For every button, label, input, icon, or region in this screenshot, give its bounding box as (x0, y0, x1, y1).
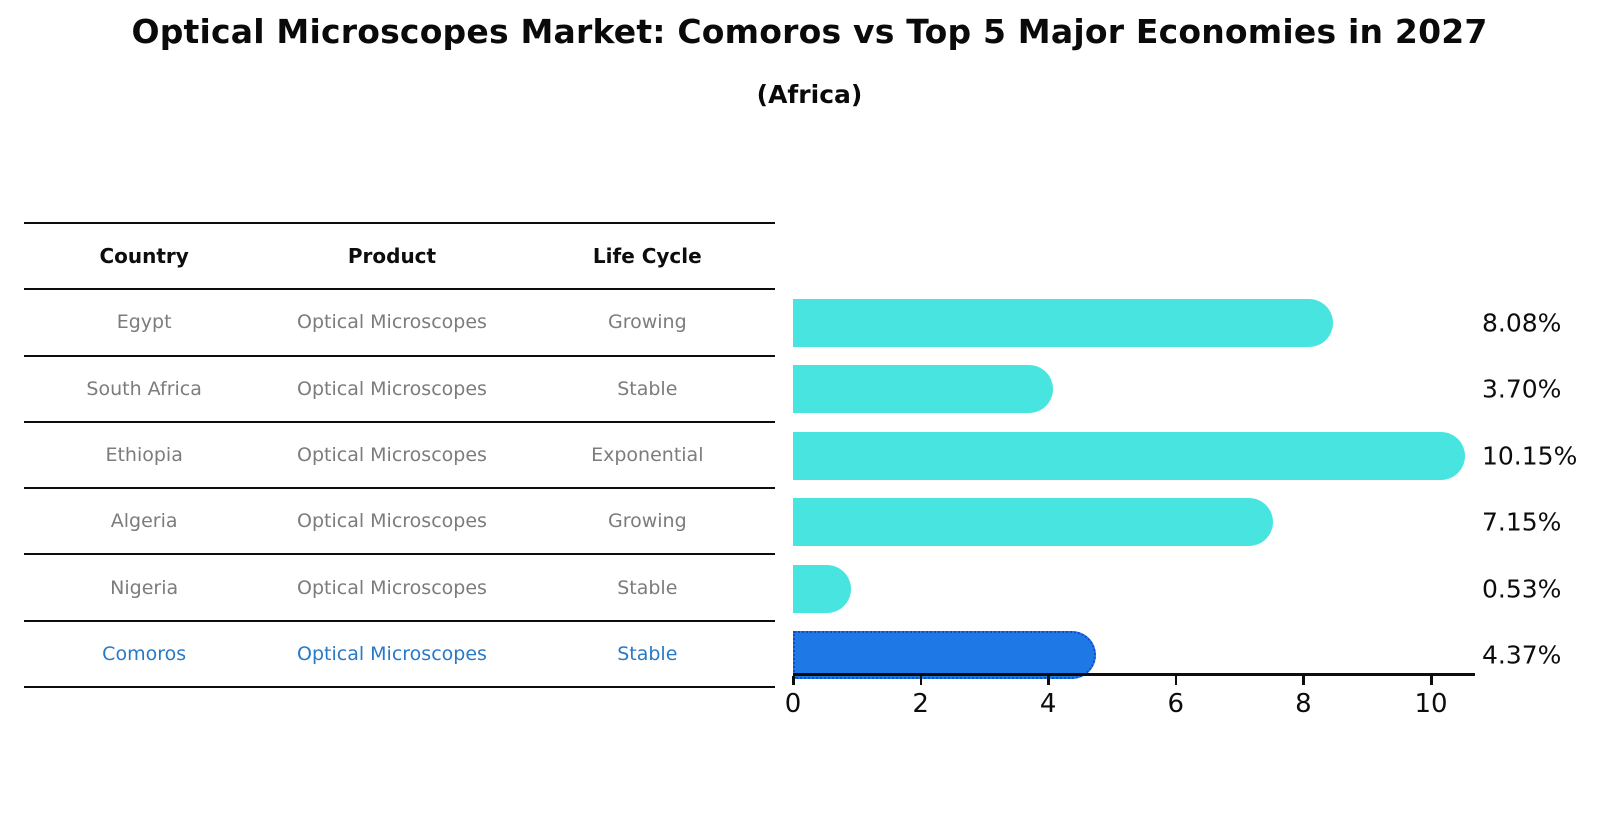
col-header-country: Country (99, 244, 189, 269)
cell-country: South Africa (86, 377, 202, 400)
cell-country: Nigeria (110, 576, 179, 599)
x-axis-tick (1047, 675, 1050, 685)
x-axis-tick-label: 2 (912, 689, 929, 719)
x-axis-tick-label: 10 (1414, 689, 1448, 719)
x-axis-tick-label: 4 (1039, 689, 1057, 719)
col-header-product: Product (347, 244, 437, 269)
x-axis-tick (1430, 675, 1433, 685)
cell-country: Comoros (102, 642, 187, 665)
x-axis-line (793, 673, 1475, 676)
country-table: Country Product Life Cycle Egypt Optical… (24, 222, 775, 689)
x-axis-tick-label: 8 (1295, 689, 1312, 719)
table-row-comoros-highlight: Comoros Optical Microscopes Stable (24, 622, 775, 689)
bar-ethiopia (793, 431, 1465, 480)
cell-lifecycle: Exponential (591, 444, 704, 467)
x-axis-tick-label: 6 (1167, 689, 1185, 719)
col-header-lifecycle: Life Cycle (592, 244, 702, 269)
bar-comoros (793, 631, 1096, 679)
cell-product: Optical Microscopes (297, 576, 487, 599)
cell-lifecycle: Growing (607, 510, 687, 533)
bar-south-africa (793, 365, 1054, 413)
cell-product: Optical Microscopes (297, 311, 487, 334)
value-label: 8.08% (1482, 308, 1562, 337)
value-label: 3.70% (1482, 374, 1562, 404)
table-header-row: Country Product Life Cycle (24, 224, 775, 291)
table-row: Nigeria Optical Microscopes Stable (24, 555, 775, 622)
table-row: Egypt Optical Microscopes Growing (24, 290, 775, 357)
value-label: 4.37% (1482, 640, 1562, 670)
x-axis-tick (919, 675, 923, 685)
x-axis-tick (1302, 675, 1305, 685)
cell-country: Algeria (110, 510, 178, 533)
cell-country: Egypt (116, 311, 172, 334)
cell-lifecycle: Stable (617, 576, 678, 599)
cell-lifecycle: Growing (607, 311, 687, 334)
cell-country: Ethiopia (105, 444, 183, 467)
cell-lifecycle: Stable (617, 377, 678, 400)
value-label: 0.53% (1482, 574, 1562, 603)
bar-nigeria (793, 564, 851, 613)
x-axis-tick (792, 675, 795, 685)
x-axis-tick (1174, 675, 1178, 685)
cell-product: Optical Microscopes (297, 510, 487, 533)
bar-algeria (793, 498, 1274, 546)
cell-product: Optical Microscopes (297, 642, 487, 665)
page-subtitle: (Africa) (756, 80, 863, 109)
value-label: 7.15% (1482, 507, 1562, 537)
table-row: Algeria Optical Microscopes Growing (24, 489, 775, 556)
value-label: 10.15% (1482, 441, 1578, 470)
cell-product: Optical Microscopes (297, 444, 487, 467)
x-axis-tick-label: 0 (784, 689, 802, 719)
bar-egypt (793, 298, 1333, 347)
page-title: Optical Microscopes Market: Comoros vs T… (131, 12, 1488, 51)
cell-lifecycle: Stable (617, 642, 678, 665)
table-row: South Africa Optical Microscopes Stable (24, 357, 775, 423)
table-row: Ethiopia Optical Microscopes Exponential (24, 423, 775, 490)
cell-product: Optical Microscopes (297, 377, 487, 400)
